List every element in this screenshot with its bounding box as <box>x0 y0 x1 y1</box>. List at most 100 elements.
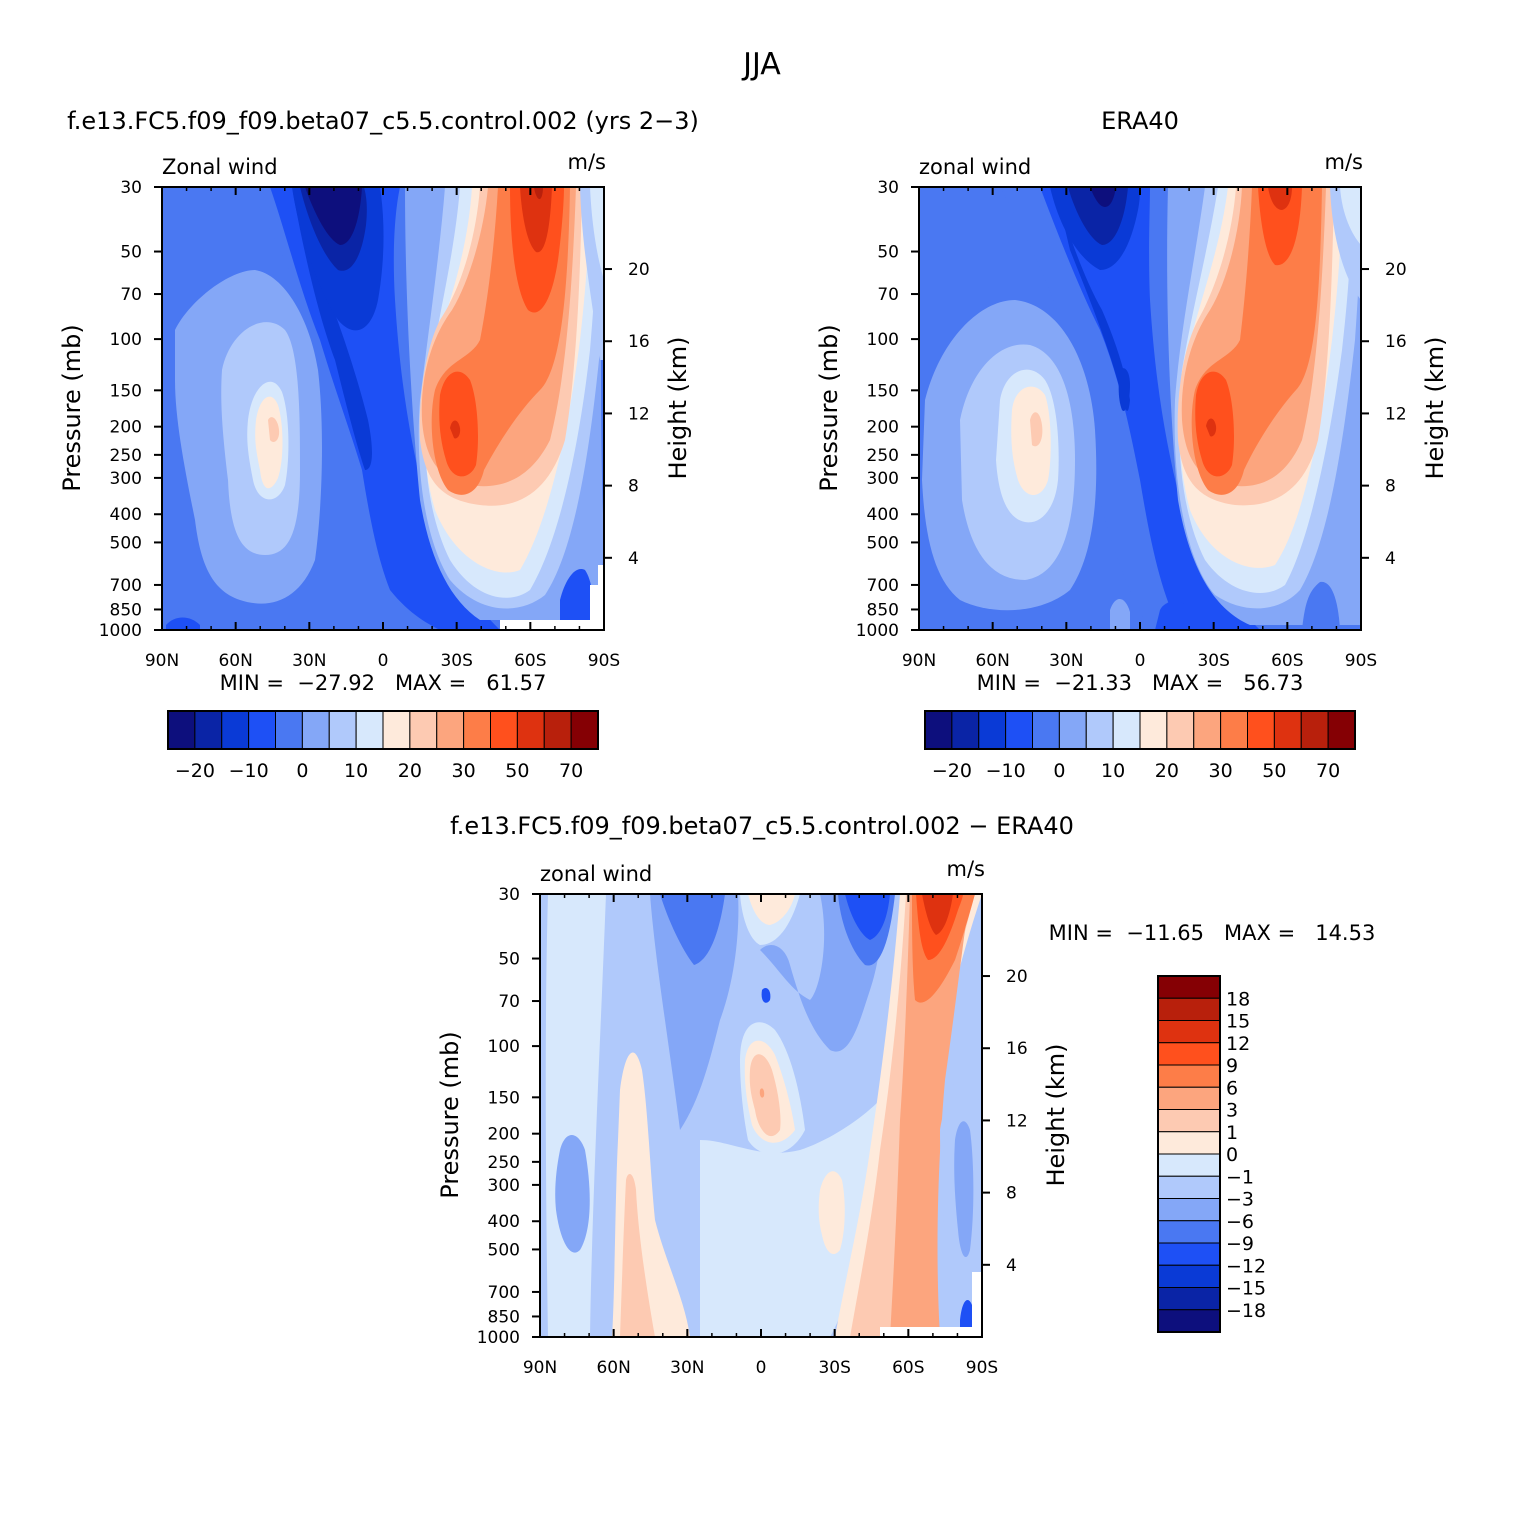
contour-field <box>162 187 604 630</box>
y-tick-label: 150 <box>867 381 899 401</box>
y2-tick-label: 20 <box>1385 260 1407 280</box>
y-tick-label: 30 <box>498 885 520 905</box>
colorbar-label: 10 <box>1101 760 1125 782</box>
x-tick-label: 30N <box>1049 651 1083 671</box>
colorbar-swatch <box>1112 710 1141 750</box>
y-tick-label: 700 <box>488 1283 520 1303</box>
colorbar-swatch <box>1157 997 1221 1021</box>
panel-title: ERA40 <box>1101 107 1179 135</box>
min-max-label: MIN = −11.65 MAX = 14.53 <box>1049 921 1376 945</box>
y-tick-label: 200 <box>110 418 142 438</box>
colorbar-swatch <box>1157 1131 1221 1155</box>
y2-tick-label: 12 <box>1385 404 1407 424</box>
colorbar-swatch <box>409 710 438 750</box>
colorbar-swatch <box>382 710 411 750</box>
figure-title: JJA <box>741 47 781 82</box>
colorbar-swatch <box>1157 1020 1221 1044</box>
y-tick-label: 400 <box>867 505 899 525</box>
y-tick-label: 850 <box>867 600 899 620</box>
x-tick-label: 0 <box>756 1358 767 1378</box>
colorbar-label: 20 <box>1155 760 1179 782</box>
colorbar-swatch <box>1157 1175 1221 1199</box>
y-tick-label: 500 <box>110 533 142 553</box>
colorbar-swatch <box>1157 1309 1221 1333</box>
colorbar-swatch <box>570 710 599 750</box>
colorbar-label: 0 <box>1226 1144 1238 1166</box>
units-label: m/s <box>568 150 606 174</box>
colorbar-swatch <box>1157 1153 1221 1177</box>
colorbar-swatch <box>301 710 330 750</box>
y-tick-label: 700 <box>867 576 899 596</box>
x-tick-label: 90S <box>588 651 620 671</box>
y-tick-label: 200 <box>488 1125 520 1145</box>
axes: 90N 60N 30N 0 30S 60S 90S 30 50 70 100 150 200 250 300… <box>99 178 650 671</box>
colorbar-label: 12 <box>1226 1033 1250 1055</box>
y-tick-label: 50 <box>498 950 520 970</box>
contour-field <box>540 894 982 1337</box>
colorbar-label: 0 <box>1053 760 1065 782</box>
x-tick-label: 90N <box>523 1358 557 1378</box>
y2-tick-label: 20 <box>1006 967 1028 987</box>
min-max-label: MIN = −21.33 MAX = 56.73 <box>977 671 1304 695</box>
colorbar-swatch <box>1300 710 1329 750</box>
x-tick-label: 60N <box>975 651 1009 671</box>
y2-tick-label: 8 <box>1385 477 1396 497</box>
colorbar-swatch <box>1220 710 1248 750</box>
colorbar-label: 70 <box>1316 760 1340 782</box>
colorbar-swatch <box>1157 1064 1221 1088</box>
colorbar-swatch <box>355 710 384 750</box>
x-tick-label: 30S <box>818 1358 850 1378</box>
y2-axis-label: Height (km) <box>1421 337 1449 480</box>
y-tick-label: 30 <box>120 178 142 198</box>
colorbar-swatch <box>1085 710 1114 750</box>
x-tick-label: 60S <box>514 651 546 671</box>
y-tick-label: 1000 <box>856 621 899 641</box>
y2-tick-label: 12 <box>628 404 650 424</box>
colorbar-swatch <box>463 710 491 750</box>
colorbar: −20 −10 0 10 20 30 50 70 <box>924 710 1356 782</box>
colorbar-label: −10 <box>229 760 269 782</box>
y-tick-label: 150 <box>110 381 142 401</box>
panel-model: f.e13.FC5.f09_f09.beta07_c5.5.control.00… <box>58 107 699 782</box>
colorbar-label: 30 <box>1209 760 1233 782</box>
y2-tick-label: 4 <box>1006 1256 1017 1276</box>
colorbar-label: −15 <box>1226 1278 1266 1300</box>
colorbar-swatch <box>1157 975 1221 999</box>
contour-field <box>919 187 1361 630</box>
y-tick-label: 30 <box>877 178 899 198</box>
variable-label: zonal wind <box>540 862 652 886</box>
y-tick-label: 250 <box>110 446 142 466</box>
colorbar-swatch <box>1157 1242 1221 1266</box>
variable-label: Zonal wind <box>162 155 278 179</box>
colorbar-swatch <box>275 710 303 750</box>
x-tick-label: 60N <box>218 651 252 671</box>
y-tick-label: 100 <box>867 330 899 350</box>
units-label: m/s <box>1325 150 1363 174</box>
y-tick-label: 70 <box>498 992 520 1012</box>
colorbar-swatch <box>1247 710 1275 750</box>
colorbar-label: 1 <box>1226 1122 1238 1144</box>
colorbar-label: −20 <box>932 760 972 782</box>
y2-axis-label: Height (km) <box>1042 1044 1070 1187</box>
axes: 90N 60N 30N 0 30S 60S 90S 30 50 70 100 150 200 250 300… <box>477 885 1028 1378</box>
colorbar-label: −10 <box>986 760 1026 782</box>
colorbar-label: 9 <box>1226 1055 1238 1077</box>
x-tick-label: 30N <box>292 651 326 671</box>
colorbar-swatch <box>1157 1109 1221 1133</box>
y2-tick-label: 20 <box>628 260 650 280</box>
y-axis-label: Pressure (mb) <box>436 1031 464 1198</box>
y-tick-label: 70 <box>120 285 142 305</box>
y-tick-label: 100 <box>110 330 142 350</box>
colorbar-swatch <box>1005 710 1033 750</box>
y-tick-label: 850 <box>488 1307 520 1327</box>
colorbar-swatch <box>1193 710 1222 750</box>
y-tick-label: 250 <box>488 1153 520 1173</box>
y2-tick-label: 12 <box>1006 1111 1028 1131</box>
colorbar-label: 0 <box>296 760 308 782</box>
y-tick-label: 1000 <box>99 621 142 641</box>
colorbar-label: −9 <box>1226 1233 1254 1255</box>
colorbar-swatch <box>436 710 465 750</box>
x-tick-label: 0 <box>1135 651 1146 671</box>
x-tick-label: 60S <box>1271 651 1303 671</box>
